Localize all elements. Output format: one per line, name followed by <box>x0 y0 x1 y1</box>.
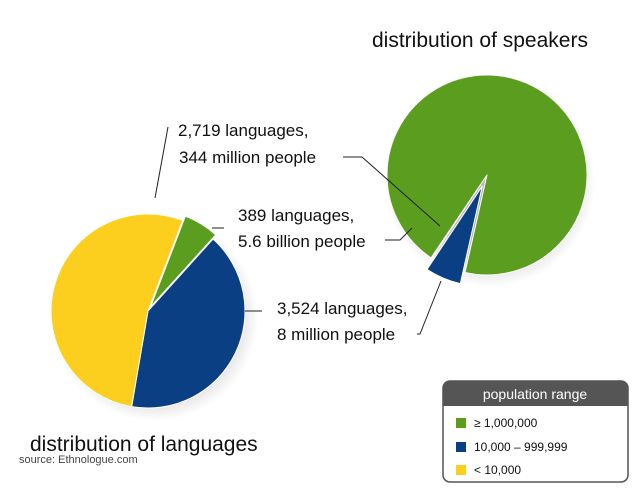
annotation-small-people: 8 million people <box>277 325 395 344</box>
speakers-chart-title: distribution of speakers <box>372 29 588 52</box>
legend-swatch-large <box>456 418 466 428</box>
annotation-small: 3,524 languages, 8 million people <box>277 299 407 344</box>
speakers-pie-slice-1 <box>426 185 483 285</box>
annotation-mid-people: 344 million people <box>179 148 316 167</box>
annotation-mid: 2,719 languages, 344 million people <box>178 121 316 167</box>
annotation-large-languages: 389 languages, <box>238 206 354 225</box>
annotation-large: 389 languages, 5.6 billion people <box>238 206 366 251</box>
legend-swatch-mid <box>456 442 466 452</box>
leader-line-large-speakers <box>385 227 413 241</box>
languages-pie-slice-2 <box>50 213 184 408</box>
legend-swatch-small <box>456 465 466 475</box>
leader-lines <box>154 126 442 335</box>
languages-pie-slice-0 <box>150 215 217 308</box>
languages-pie-slice-1 <box>131 238 246 409</box>
leader-line-small-speakers <box>417 280 442 335</box>
legend: population range ≥ 1,000,000 10,000 – 99… <box>442 380 629 483</box>
annotation-small-languages: 3,524 languages, <box>277 299 407 318</box>
legend-label-large: ≥ 1,000,000 <box>474 416 538 430</box>
legend-header <box>443 381 628 406</box>
speakers-pie-slice-0 <box>386 74 588 276</box>
languages-chart-title: distribution of languages <box>30 433 258 456</box>
leader-line-mid-speakers <box>343 156 441 227</box>
legend-title: population range <box>483 386 588 402</box>
speakers-pie <box>386 74 588 285</box>
languages-pie <box>50 213 246 409</box>
annotation-large-people: 5.6 billion people <box>238 232 366 251</box>
source-note: source: Ethnologue.com <box>19 454 138 466</box>
legend-label-small: < 10,000 <box>474 463 521 477</box>
annotation-mid-languages: 2,719 languages, <box>178 121 308 140</box>
legend-label-mid: 10,000 – 999,999 <box>474 440 568 454</box>
speakers-pie-slice-2 <box>423 184 481 269</box>
leader-line-mid-languages <box>154 126 169 199</box>
